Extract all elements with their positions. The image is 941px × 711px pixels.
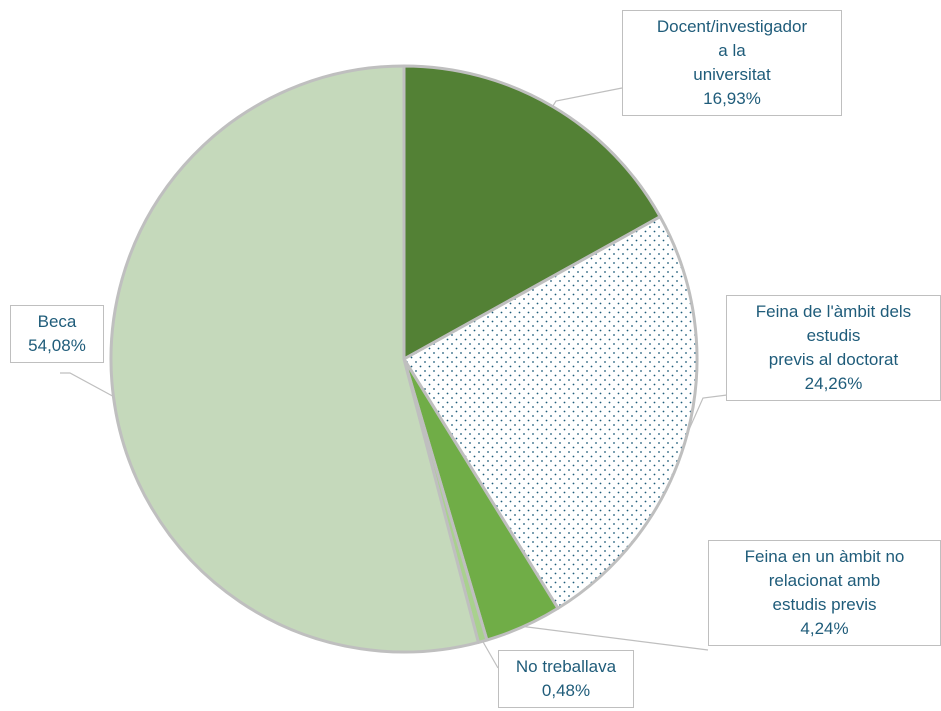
slice-name: Feina en un àmbit no relacionat amb estu…: [744, 547, 905, 614]
slice-name: No treballava: [515, 657, 617, 676]
slice-value: 54,08%: [28, 336, 86, 355]
data-label: Feina de l'àmbit dels estudis previs al …: [726, 295, 941, 401]
data-label: Beca 54,08%: [10, 305, 104, 363]
leader-line: [523, 625, 709, 651]
slice-value: 0,48%: [541, 681, 591, 700]
slice-value: 24,26%: [804, 374, 863, 393]
slice-name: Feina de l'àmbit dels estudis previs al …: [755, 302, 912, 369]
data-label: Feina en un àmbit no relacionat amb estu…: [708, 540, 941, 646]
slice-value: 16,93%: [703, 89, 761, 108]
leader-line: [686, 394, 728, 434]
slice-name: Beca: [37, 312, 77, 331]
pie-slice: [109, 64, 480, 654]
leader-line: [60, 372, 114, 398]
data-label: Docent/investigador a la universitat 16,9…: [622, 10, 842, 116]
leader-line: [482, 640, 499, 669]
slice-value: 4,24%: [800, 619, 849, 638]
slice-name: Docent/investigador a la universitat: [656, 17, 808, 84]
leader-line: [552, 87, 623, 107]
pie-slice: [402, 215, 699, 610]
data-label: No treballava 0,48%: [498, 650, 634, 708]
